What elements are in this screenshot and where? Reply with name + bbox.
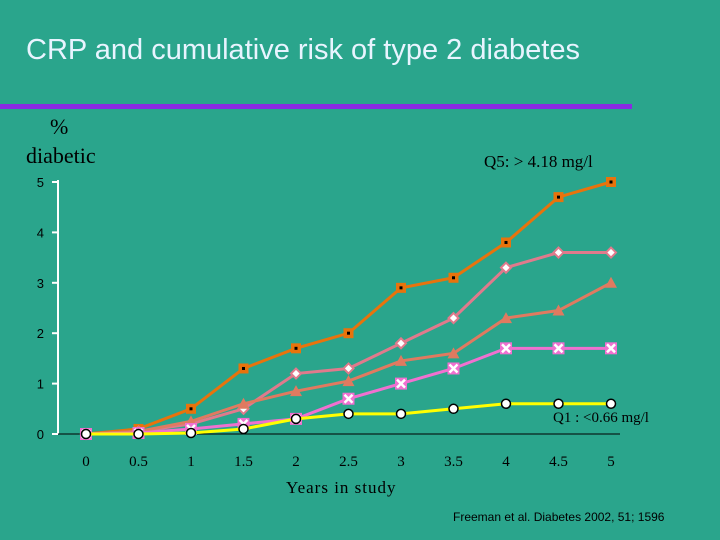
- series-1-point-dot: [399, 286, 403, 290]
- x-tick-label: 3: [397, 454, 405, 470]
- y-tick-label: 3: [37, 276, 44, 291]
- annotation-q1: Q1 : <0.66 mg/l: [553, 410, 649, 426]
- series-5-point: [290, 413, 302, 425]
- series-4-point-cross: [606, 343, 616, 354]
- citation-text: Freeman et al. Diabetes 2002, 51; 1596: [453, 510, 665, 524]
- series-3-point: [237, 397, 250, 409]
- series-3-point: [500, 312, 512, 324]
- series-5-point: [500, 398, 512, 410]
- series-4-line: [85, 346, 611, 436]
- series-1-point-dot: [452, 276, 455, 280]
- series-3-point: [552, 304, 565, 316]
- x-tick-label: 4.5: [549, 454, 568, 470]
- series-5-point: [448, 403, 459, 415]
- series-3-point: [447, 347, 460, 359]
- series-2-point: [604, 246, 618, 259]
- series-5-point: [553, 398, 564, 410]
- series-5-point: [238, 423, 249, 435]
- x-tick-label: 3.5: [444, 454, 463, 470]
- x-tick-label: 0.5: [129, 454, 148, 470]
- series-3-point: [290, 385, 302, 397]
- series-5-point: [133, 428, 144, 440]
- x-tick-label: 2: [292, 454, 300, 470]
- x-tick-label: 0: [82, 454, 90, 470]
- y-tick-label: 4: [37, 225, 44, 240]
- series-2-point: [289, 367, 303, 380]
- series-3-point: [605, 276, 617, 288]
- title-underline: [0, 104, 632, 109]
- x-tick-label: 2.5: [339, 454, 358, 470]
- series-2-point: [552, 246, 565, 259]
- series-5-point: [343, 408, 354, 420]
- series-4-point-cross: [396, 378, 406, 389]
- series-1-point-dot: [294, 346, 298, 350]
- series-5-point: [185, 427, 197, 439]
- slide-title: CRP and cumulative risk of type 2 diabet…: [26, 34, 580, 66]
- series-1-point-dot: [504, 240, 508, 244]
- x-tick-label: 5: [607, 454, 615, 470]
- series-4-point-cross: [553, 343, 564, 354]
- annotation-q5: Q5: > 4.18 mg/l: [484, 152, 593, 171]
- y-axis-label-line2: diabetic: [26, 143, 96, 168]
- series-2-line: [85, 251, 611, 436]
- y-tick-label: 0: [37, 427, 44, 442]
- series-1-point-dot: [557, 195, 560, 199]
- series-3-point: [395, 354, 407, 366]
- series-4-point-cross: [343, 393, 354, 404]
- series-2-point: [499, 261, 513, 275]
- series-4-point-cross: [448, 363, 459, 374]
- y-tick-label: 2: [37, 326, 44, 341]
- series-4-point-cross: [501, 343, 511, 354]
- series-1-point-dot: [347, 331, 350, 335]
- series-1-point-dot: [189, 407, 193, 411]
- y-axis-label-line1: %: [50, 114, 69, 139]
- x-tick-label: 4: [502, 454, 510, 470]
- series-2-point: [447, 311, 460, 325]
- series-1-point-dot: [242, 366, 245, 370]
- series-5-point: [80, 428, 92, 440]
- x-tick-label: 1: [187, 454, 195, 470]
- series-2-point: [394, 336, 408, 350]
- series-3-point: [342, 375, 355, 387]
- y-tick-label: 1: [37, 377, 44, 392]
- x-tick-label: 1.5: [234, 454, 253, 470]
- y-tick-label: 5: [37, 175, 44, 190]
- series-1-point-dot: [609, 180, 613, 184]
- x-axis-label: Years in study: [286, 478, 397, 497]
- series-5-point: [395, 408, 407, 420]
- series-5-point: [605, 398, 617, 410]
- series-2-point: [342, 362, 355, 375]
